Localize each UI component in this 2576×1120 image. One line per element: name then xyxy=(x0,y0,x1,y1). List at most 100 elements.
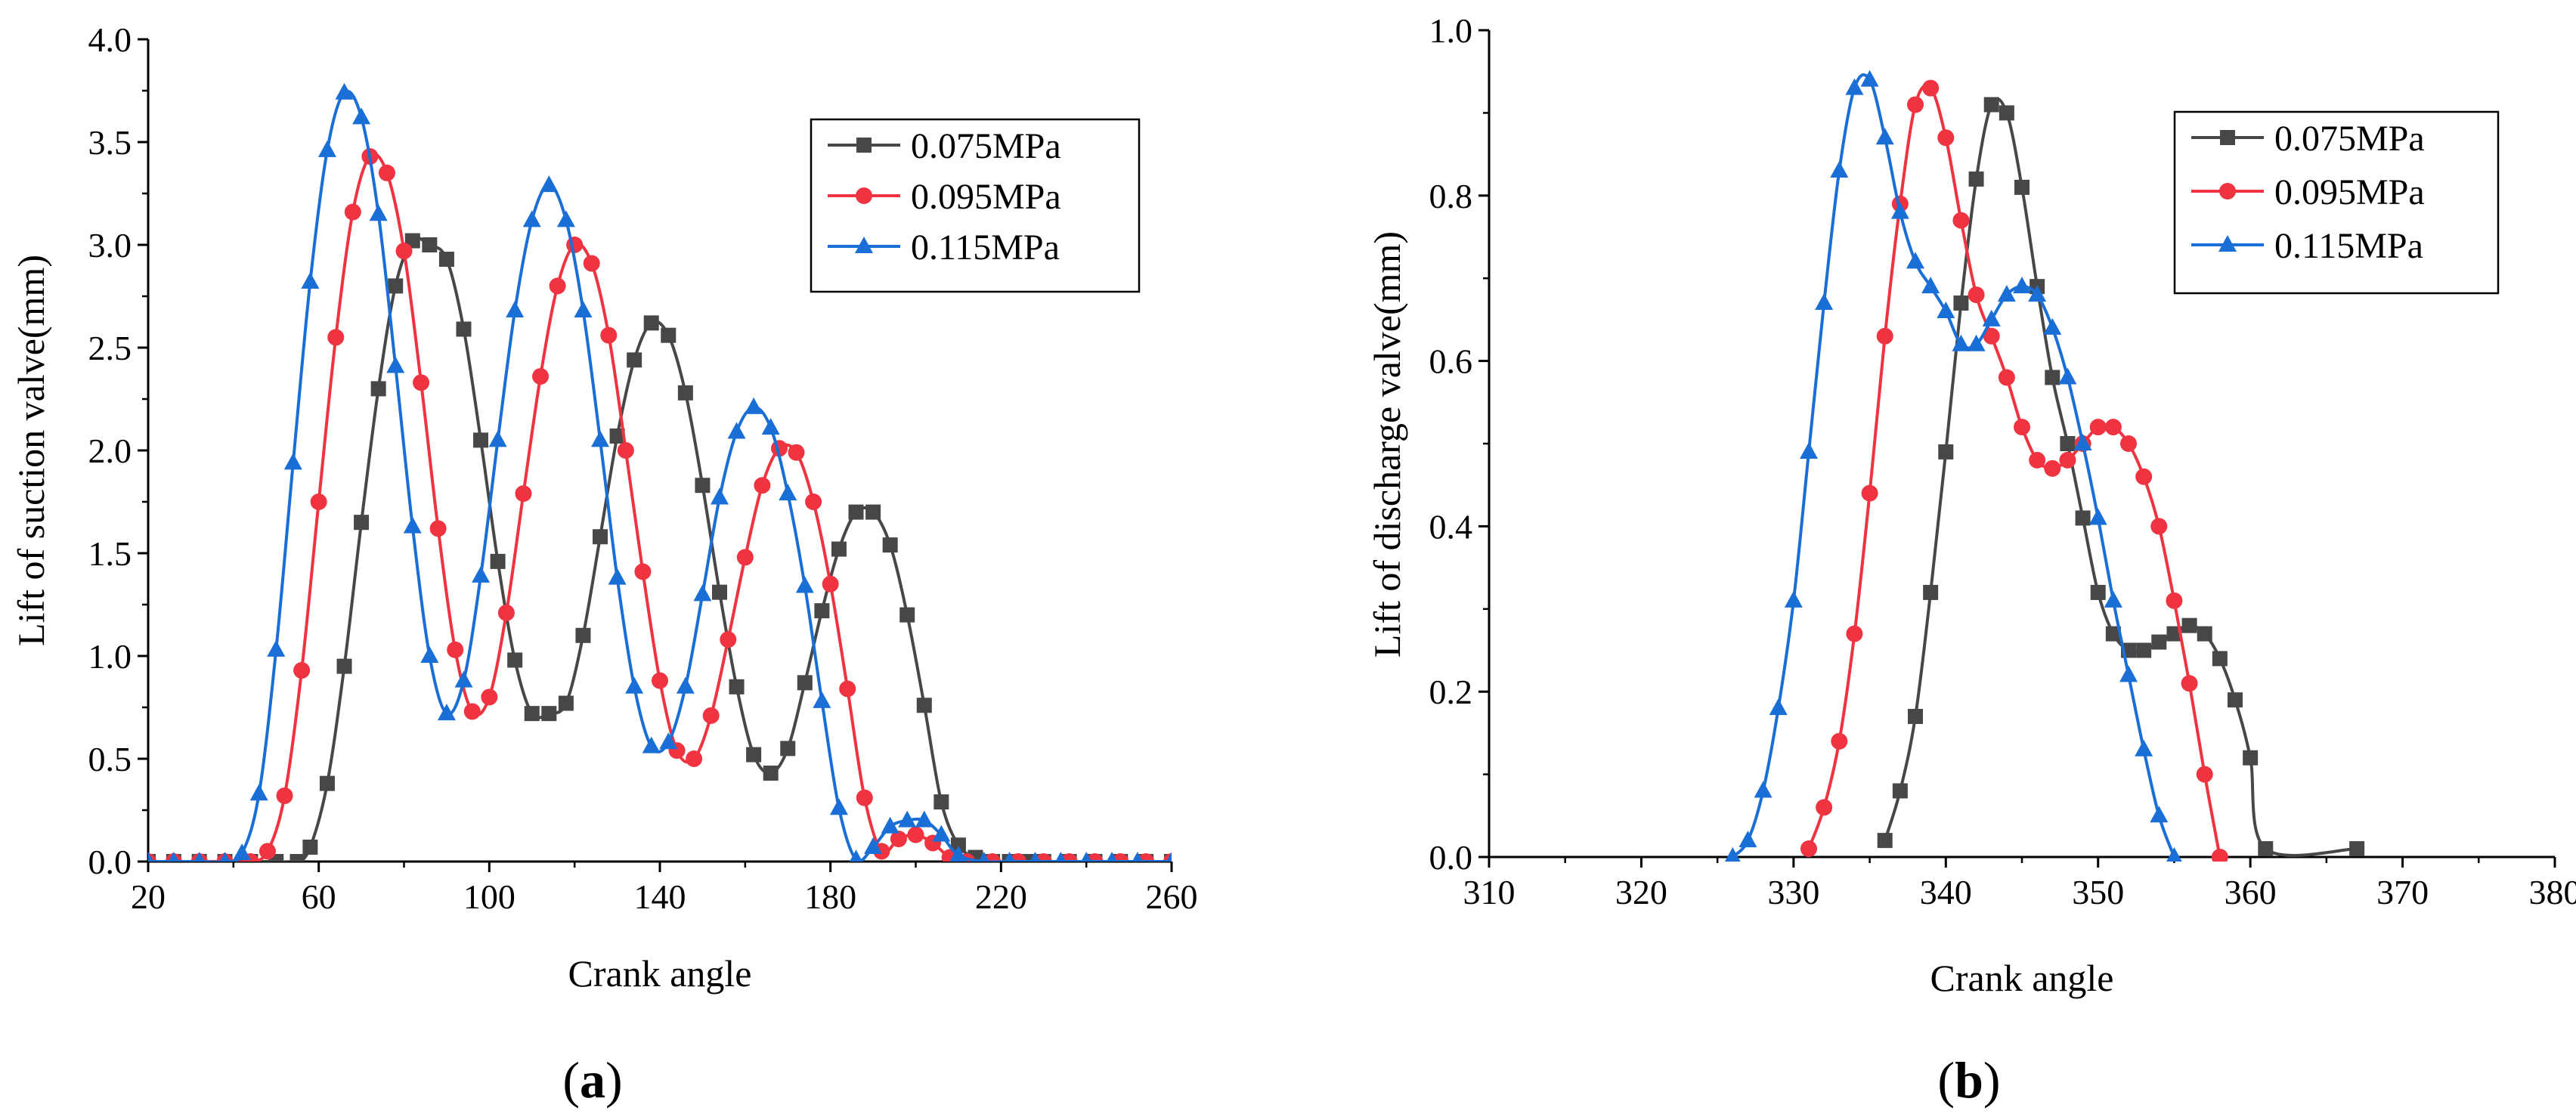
chart-a-data-point xyxy=(720,631,736,648)
chart-b-data-point xyxy=(1816,799,1832,815)
chart-a-data-point xyxy=(839,681,856,698)
chart-b-x-tick-label: 330 xyxy=(1767,873,1819,911)
chart-a-legend-marker xyxy=(856,187,872,204)
chart-a-data-point xyxy=(678,385,693,401)
chart-b-legend-label: 0.075MPa xyxy=(2274,119,2425,159)
chart-a-y-tick-label: 3.0 xyxy=(88,226,132,265)
chart-b-series-line xyxy=(1809,85,2220,857)
chart-a-legend-label: 0.095MPa xyxy=(911,177,1061,217)
chart-b-y-tick-label: 0.8 xyxy=(1429,177,1473,215)
chart-a-data-point xyxy=(865,505,881,520)
chart-a-x-tick-label: 100 xyxy=(463,877,516,916)
chart-a-data-point xyxy=(404,517,422,534)
chart-a-data-point xyxy=(559,696,574,711)
chart-a-data-point xyxy=(856,790,873,806)
chart-a-data-point xyxy=(600,327,617,344)
chart-b-data-point xyxy=(2136,643,2151,658)
chart-b-data-point xyxy=(1830,161,1848,178)
chart-a-data-point xyxy=(661,328,676,343)
chart-a-data-point xyxy=(822,576,839,592)
chart-a-data-point xyxy=(541,706,556,721)
chart-a-x-tick-label: 220 xyxy=(975,877,1027,916)
panel-a-label: (a) xyxy=(562,1051,622,1109)
chart-a-data-point xyxy=(618,442,634,459)
chart-a-data-point xyxy=(506,301,524,317)
chart-a-data-point xyxy=(481,688,497,705)
chart-b-data-point xyxy=(2119,665,2138,682)
chart-b-data-point xyxy=(1862,485,1878,502)
chart-a-data-point xyxy=(796,577,814,593)
chart-a-data-point xyxy=(233,843,251,860)
chart-a-data-point xyxy=(491,554,506,569)
chart-a-data-point xyxy=(318,141,336,157)
chart-a-data-point xyxy=(379,165,395,181)
chart-a-y-tick-label: 2.5 xyxy=(88,329,132,367)
chart-b-data-point xyxy=(1938,444,1953,459)
chart-a-data-point xyxy=(703,707,720,724)
chart-b-data-point xyxy=(1876,128,1894,144)
chart-b-data-point xyxy=(2197,627,2212,642)
chart-a-data-point xyxy=(337,659,352,674)
chart-a-data-point xyxy=(883,537,898,552)
chart-a-y-tick-label: 3.5 xyxy=(88,123,132,162)
chart-b-y-tick-label: 0.0 xyxy=(1429,838,1473,877)
chart-a-data-point xyxy=(917,698,932,713)
chart-b-data-point xyxy=(2258,841,2273,856)
chart-a-data-point xyxy=(788,444,805,461)
chart-a-data-point xyxy=(686,750,702,767)
chart-b-x-tick-label: 380 xyxy=(2529,873,2576,911)
chart-b-x-tick-label: 320 xyxy=(1615,873,1667,911)
chart-a-data-point xyxy=(642,737,661,753)
chart-a-data-point xyxy=(498,605,515,621)
chart-b-data-point xyxy=(1922,80,1939,97)
chart-a-data-point xyxy=(473,432,488,447)
chart-b-x-tick-label: 310 xyxy=(1463,873,1516,911)
chart-b-data-point xyxy=(2090,419,2107,435)
chart-b-data-point xyxy=(2058,367,2076,384)
chart-b-data-point xyxy=(1878,833,1893,848)
chart-a-data-point xyxy=(746,747,761,763)
chart-b-data-point xyxy=(2212,651,2228,666)
chart-b-data-point xyxy=(2150,806,2168,822)
chart-b-data-point xyxy=(1861,70,1879,87)
chart-b-data-point xyxy=(2243,750,2258,766)
chart-b-data-point xyxy=(2181,675,2198,691)
chart-b-data-point xyxy=(2182,618,2197,633)
chart-b-data-point xyxy=(2151,635,2166,650)
chart-b-legend-label: 0.095MPa xyxy=(2274,172,2425,212)
chart-b-data-point xyxy=(1831,733,1847,750)
chart-a-legend-label: 0.075MPa xyxy=(911,126,1061,166)
chart-a-data-point xyxy=(849,505,864,520)
chart-a-y-tick-label: 2.0 xyxy=(88,432,132,470)
chart-a-data-point xyxy=(430,520,447,537)
chart-b-data-point xyxy=(1999,369,2015,385)
chart-b-data-point xyxy=(2013,277,2031,293)
chart-b-data-point xyxy=(1846,626,1862,642)
chart-b-data-point xyxy=(2135,740,2153,756)
chart-b-x-tick-label: 370 xyxy=(2376,873,2429,911)
chart-b-data-point xyxy=(1815,293,1833,310)
chart-a-data-point xyxy=(814,603,829,618)
chart-b-data-point xyxy=(1952,212,1969,229)
chart-a-data-point xyxy=(780,741,795,756)
chart-b-data-point xyxy=(1937,302,1955,318)
chart-a-data-point xyxy=(779,484,797,500)
chart-a-x-tick-label: 60 xyxy=(302,877,336,916)
chart-a-data-point xyxy=(447,642,463,658)
chart-b-x-axis-title: Crank angle xyxy=(1930,957,2114,999)
chart-a-data-point xyxy=(881,817,899,834)
chart-b-series-line xyxy=(1732,75,2174,857)
chart-a-data-point xyxy=(899,608,915,623)
chart-a-data-point xyxy=(933,794,949,809)
chart-a-data-point xyxy=(652,673,668,689)
chart-b-data-point xyxy=(1968,286,1985,303)
chart-a-legend: 0.075MPa 0.095MPa 0.115MPa xyxy=(811,119,1139,292)
chart-b-data-point xyxy=(2105,419,2122,435)
chart-a-legend-label: 0.115MPa xyxy=(911,227,1060,268)
chart-a-data-point xyxy=(523,210,541,227)
chart-a-data-point xyxy=(371,381,386,396)
chart-b-data-point xyxy=(2089,508,2107,524)
